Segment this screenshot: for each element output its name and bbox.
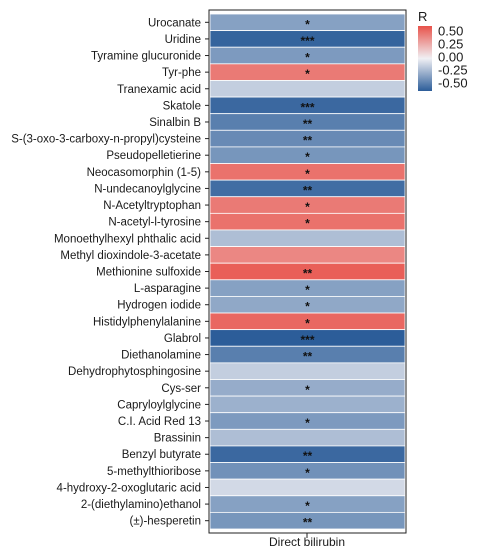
row-label: N-undecanoylglycine	[94, 183, 201, 195]
significance-mark: *	[305, 300, 310, 314]
row-label: Methionine sulfoxide	[96, 267, 201, 279]
row-label: Brassinin	[154, 433, 201, 445]
heatmap-cell	[209, 80, 406, 98]
heatmap-cell	[209, 229, 406, 247]
significance-mark: *	[305, 383, 310, 397]
row-label: Histidylphenylalanine	[93, 316, 201, 328]
significance-mark: **	[303, 350, 313, 364]
row-label: Neocasomorphin (1-5)	[87, 167, 202, 179]
row-label: 5-methylthioribose	[107, 466, 201, 478]
significance-mark: *	[305, 51, 310, 65]
significance-mark: **	[303, 183, 313, 197]
row-labels: Urocanate Uridine Tyramine glucuronide Tyr-…	[11, 17, 209, 528]
significance-mark: *	[305, 283, 310, 297]
row-label: Cys-ser	[161, 383, 201, 395]
legend-tick-label: -0.50	[438, 76, 468, 91]
legend-colorbar	[418, 26, 432, 91]
significance-mark: *	[305, 150, 310, 164]
significance-mark: *	[305, 167, 310, 181]
significance-mark: *	[305, 316, 310, 330]
significance-mark: *	[305, 499, 310, 513]
significance-mark: **	[303, 117, 313, 131]
legend-tick-label: -0.25	[438, 63, 468, 78]
legend-ticks: 0.500.250.00-0.25-0.50	[432, 24, 468, 91]
significance-mark: **	[303, 516, 313, 530]
heatmap-cell	[209, 478, 406, 497]
significance-mark: ***	[300, 333, 314, 347]
significance-mark: **	[303, 267, 313, 281]
row-label: Diethanolamine	[121, 350, 201, 362]
heatmap-cell	[209, 246, 406, 264]
row-label: Methyl dioxindole-3-acetate	[60, 250, 201, 262]
significance-mark: *	[305, 217, 310, 231]
legend-tick-label: 0.25	[438, 37, 463, 52]
row-label: Monoethylhexyl phthalic acid	[54, 233, 201, 245]
significance-mark: ***	[300, 100, 314, 114]
row-label: Pseudopelletierine	[106, 150, 201, 162]
row-label: Capryloylglycine	[117, 399, 201, 411]
row-label: Glabrol	[164, 333, 201, 345]
row-label: L-asparagine	[134, 283, 201, 295]
heatmap-cell	[209, 428, 406, 447]
row-label: Benzyl butyrate	[122, 449, 201, 461]
significance-mark: **	[303, 134, 313, 148]
significance-mark: *	[305, 17, 310, 31]
significance-marks: *************************************	[300, 17, 314, 529]
row-label: 4-hydroxy-2-oxoglutaric acid	[57, 482, 201, 494]
row-label: Tranexamic acid	[117, 84, 201, 96]
significance-mark: *	[305, 416, 310, 430]
row-label: Tyramine glucuronide	[91, 51, 201, 63]
significance-mark: ***	[300, 34, 314, 48]
heatmap-cells	[209, 13, 406, 530]
significance-mark: **	[303, 449, 313, 463]
legend-tick-label: 0.50	[438, 24, 463, 39]
row-label: Sinalbin B	[149, 117, 201, 129]
legend-tick-label: 0.00	[438, 50, 463, 65]
row-label: S-(3-oxo-3-carboxy-n-propyl)cysteine	[11, 134, 201, 146]
row-label: 2-(diethylamino)ethanol	[81, 499, 201, 511]
row-label: (±)-hesperetin	[129, 516, 201, 528]
row-label: N-Acetyltryptophan	[103, 200, 201, 212]
row-label: Dehydrophytosphingosine	[68, 366, 201, 378]
heatmap-cell	[209, 395, 406, 414]
row-label: Uridine	[165, 34, 201, 46]
row-label: Skatole	[163, 100, 201, 112]
significance-mark: *	[305, 200, 310, 214]
significance-mark: *	[305, 67, 310, 81]
color-legend: R 0.500.250.00-0.25-0.50	[418, 9, 468, 91]
row-label: N-acetyl-l-tyrosine	[108, 217, 201, 229]
x-axis-label: Direct bilirubin	[269, 535, 345, 549]
legend-title: R	[418, 9, 427, 24]
row-label: Hydrogen iodide	[117, 300, 201, 312]
heatmap-cell	[209, 362, 406, 380]
row-label: Urocanate	[148, 17, 201, 29]
row-label: C.I. Acid Red 13	[118, 416, 201, 428]
significance-mark: *	[305, 466, 310, 480]
heatmap-cell	[209, 511, 406, 530]
row-label: Tyr-phe	[162, 67, 201, 79]
